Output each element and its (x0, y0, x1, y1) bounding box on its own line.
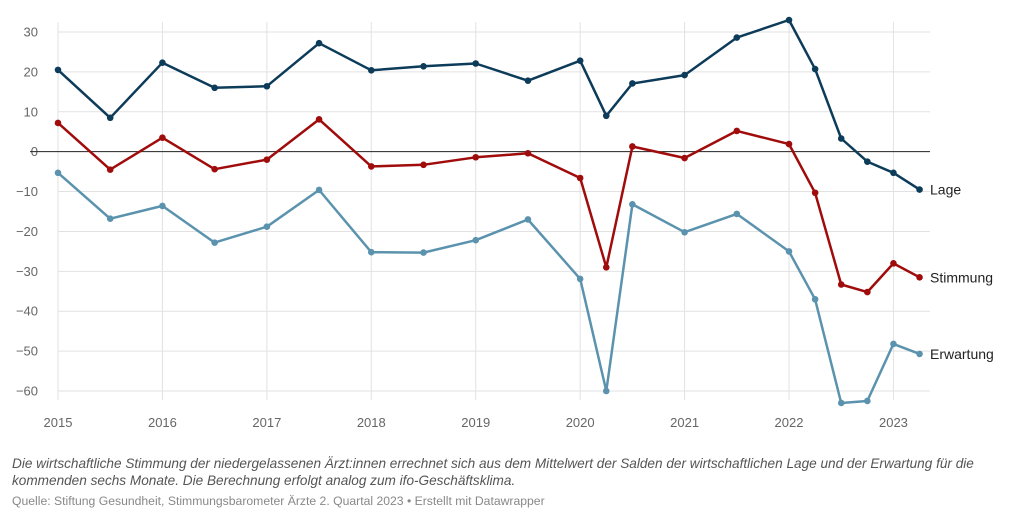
series-line-lage (56, 18, 921, 191)
data-point-erwartung (864, 397, 871, 405)
data-point-lage (315, 39, 323, 47)
data-point-erwartung (890, 340, 897, 348)
x-tick-label: 2018 (357, 415, 386, 430)
y-tick-label: −10 (16, 184, 38, 199)
data-point-erwartung (211, 239, 218, 246)
y-tick-label: 10 (24, 104, 38, 119)
y-tick-label: −30 (16, 264, 38, 279)
data-point-lage (211, 84, 218, 92)
data-point-lage (811, 65, 819, 73)
data-point-stimmung (864, 288, 871, 296)
series-label-erwartung: Erwartung (930, 346, 994, 362)
data-point-lage (733, 34, 741, 41)
data-point-lage (54, 66, 62, 74)
data-point-stimmung (576, 174, 584, 182)
data-point-erwartung (315, 186, 323, 194)
x-tick-label: 2021 (670, 415, 699, 430)
data-point-lage (864, 158, 871, 165)
x-tick-label: 2017 (252, 415, 281, 430)
data-point-lage (916, 186, 923, 193)
data-point-erwartung (263, 223, 271, 230)
data-point-lage (837, 135, 845, 142)
data-point-lage (576, 57, 584, 65)
data-point-erwartung (785, 248, 793, 255)
data-point-stimmung (916, 274, 923, 281)
data-point-stimmung (106, 166, 114, 173)
data-point-stimmung (420, 161, 427, 169)
grid (57, 22, 930, 400)
y-tick-label: −40 (16, 304, 38, 319)
data-point-stimmung (785, 140, 793, 148)
x-tick-label: 2015 (44, 415, 73, 430)
x-tick-label: 2019 (461, 415, 490, 430)
data-point-stimmung (211, 165, 218, 173)
data-point-lage (159, 59, 166, 67)
data-point-stimmung (811, 189, 819, 197)
data-point-erwartung (54, 169, 62, 177)
data-point-erwartung (733, 210, 741, 218)
y-tick-label: 20 (24, 64, 38, 79)
series-label-lage: Lage (930, 182, 961, 198)
x-tick-label: 2022 (775, 415, 804, 430)
data-point-erwartung (576, 275, 584, 283)
data-point-stimmung (681, 154, 688, 162)
data-point-erwartung (524, 216, 532, 223)
data-point-lage (524, 77, 532, 84)
data-point-erwartung (602, 387, 610, 395)
data-point-stimmung (602, 264, 610, 271)
series-line-erwartung (56, 171, 921, 405)
x-tick-label: 2016 (148, 415, 177, 430)
data-point-lage (602, 112, 610, 120)
series-labels: Lage Stimmung Erwartung (930, 182, 994, 362)
data-point-stimmung (367, 163, 375, 170)
data-point-stimmung (472, 153, 480, 161)
y-tick-label: −50 (16, 344, 38, 359)
data-point-stimmung (315, 116, 323, 123)
data-point-erwartung (159, 202, 166, 210)
data-point-lage (472, 60, 480, 67)
data-point-erwartung (811, 295, 819, 303)
chart-notes: Die wirtschaftliche Stimmung der niederg… (12, 455, 1017, 508)
chart-source: Quelle: Stiftung Gesundheit, Stimmungsba… (12, 494, 545, 508)
data-point-erwartung (837, 399, 845, 407)
data-point-lage (681, 71, 688, 79)
data-point-erwartung (472, 236, 480, 244)
data-point-erwartung (629, 201, 636, 208)
data-point-erwartung (681, 228, 688, 236)
data-point-lage (106, 114, 114, 122)
series-label-stimmung: Stimmung (930, 269, 993, 285)
series-lines (56, 18, 921, 405)
data-point-stimmung (890, 260, 897, 267)
data-point-stimmung (54, 119, 62, 127)
data-point-stimmung (837, 281, 845, 288)
data-point-erwartung (367, 248, 375, 256)
data-point-erwartung (916, 350, 923, 358)
data-point-stimmung (733, 127, 741, 135)
data-point-lage (367, 66, 375, 74)
data-point-lage (629, 80, 636, 87)
data-point-lage (420, 63, 427, 70)
data-point-erwartung (420, 249, 427, 256)
x-tick-label: 2020 (566, 415, 595, 430)
data-point-lage (785, 16, 793, 24)
chart-description: Die wirtschaftliche Stimmung der niederg… (12, 456, 974, 488)
data-point-stimmung (629, 143, 636, 150)
y-tick-label: 30 (24, 25, 38, 40)
data-point-lage (890, 169, 897, 177)
data-points (54, 16, 923, 407)
data-point-lage (263, 82, 271, 90)
data-point-stimmung (159, 134, 166, 142)
x-tick-label: 2023 (879, 415, 908, 430)
data-point-stimmung (263, 156, 271, 163)
y-tick-label: −20 (16, 224, 38, 239)
y-tick-label: −60 (16, 384, 38, 399)
data-point-stimmung (524, 149, 532, 157)
data-point-erwartung (106, 215, 114, 222)
